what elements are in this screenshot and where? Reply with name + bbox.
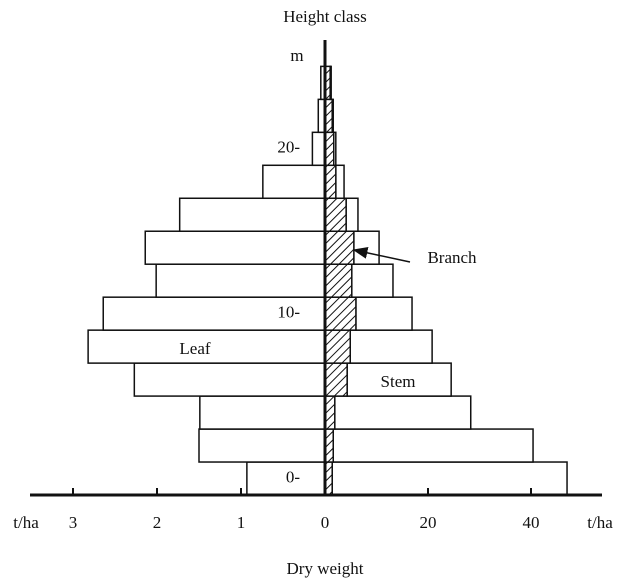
stem-bar [353,230,380,265]
branch-bar [324,296,357,331]
stem-bar [349,329,433,364]
x-tick-label: 3 [69,513,78,532]
y-tick-label: 10- [277,303,300,322]
x-label: Dry weight [287,559,364,578]
branch-bar [324,197,347,232]
x-tick-label: 0 [321,513,330,532]
stem-bar [331,461,568,496]
branch-bar [324,164,337,200]
stem-bar [355,296,413,331]
leaf-bar [144,230,326,265]
y-tick-label: 20- [277,138,300,157]
leaf-bar [178,197,326,232]
x2-tick-label: 40 [522,513,539,532]
stem-bar [335,164,345,200]
branch-bar [324,329,351,364]
x-unit: t/ha [13,513,39,532]
x2-tick-label: 20 [419,513,436,532]
leaf-bar [246,461,326,496]
leaf-bar [199,395,326,430]
legend-label: Stem [381,372,416,391]
branch-bar [324,362,348,397]
leaf-bar [262,164,326,200]
x-tick-label: 2 [153,513,162,532]
stem-bar [351,263,394,298]
branch-arrow [352,246,411,263]
stem-bar [345,197,359,232]
y-tick-label: 0- [286,467,301,486]
leaf-bar [155,263,326,298]
stem-bar [334,395,472,430]
legend-label: Leaf [179,339,210,358]
x-tick-label: 1 [237,513,246,532]
branch-bar [324,230,355,265]
chart-title: Height class [283,7,367,26]
leaf-bar [198,428,326,463]
branch-bar [324,263,353,298]
x-unit: t/ha [587,513,613,532]
leaf-bar [311,131,326,167]
legend-label: Branch [427,248,477,267]
leaf-bar [133,362,326,397]
stem-bar [332,428,534,463]
y-unit: m [290,46,303,65]
